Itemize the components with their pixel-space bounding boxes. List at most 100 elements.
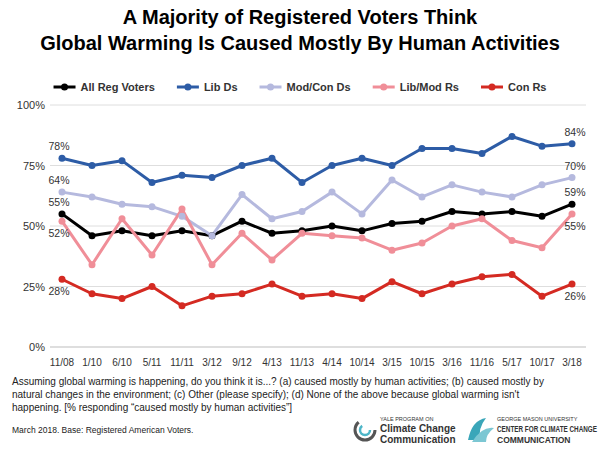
data-point — [509, 237, 516, 244]
data-point — [419, 239, 426, 246]
data-point — [59, 189, 66, 196]
x-tick-label: 11/08 — [50, 357, 75, 368]
x-tick-label: 11/13 — [290, 357, 315, 368]
y-tick-label: 0% — [29, 341, 45, 353]
legend-label: Con Rs — [508, 81, 547, 93]
data-point — [539, 293, 546, 300]
data-point — [149, 179, 156, 186]
data-point — [149, 232, 156, 239]
data-point — [179, 172, 186, 179]
data-point — [539, 213, 546, 220]
legend-marker — [61, 84, 68, 91]
logo-icon — [472, 428, 494, 442]
data-label: 26% — [564, 290, 585, 302]
data-label: 55% — [564, 220, 585, 232]
x-tick-label: 11/11 — [170, 357, 194, 368]
data-point — [179, 206, 186, 213]
data-point — [449, 223, 456, 230]
data-point — [569, 281, 576, 288]
data-point — [59, 276, 66, 283]
logo-text: COMMUNICATION — [497, 435, 571, 445]
data-point — [569, 201, 576, 208]
data-point — [209, 232, 216, 239]
legend-label: Lib Ds — [204, 81, 238, 93]
data-point — [389, 278, 396, 285]
data-point — [449, 208, 456, 215]
data-label: 84% — [564, 126, 585, 138]
data-point — [149, 283, 156, 290]
data-point — [59, 155, 66, 162]
data-label: 28% — [48, 285, 69, 297]
grid-line — [50, 347, 586, 348]
data-point — [509, 271, 516, 278]
data-point — [389, 247, 396, 254]
data-labels: 55%59%78%84%64%70%52%55%28%26% — [48, 126, 585, 302]
data-point — [329, 232, 336, 239]
logo-text: Communication — [380, 434, 456, 445]
legend: All Reg VotersLib DsMod/Con DsLib/Mod Rs… — [54, 81, 547, 93]
data-label: 55% — [48, 196, 69, 208]
data-point — [359, 295, 366, 302]
title: Global Warming Is Caused Mostly By Human… — [40, 32, 560, 54]
data-point — [149, 203, 156, 210]
legend-label: All Reg Voters — [81, 81, 155, 93]
data-point — [569, 140, 576, 147]
data-label: 64% — [48, 174, 69, 186]
footnote: happening. [% responding “caused mostly … — [12, 402, 292, 413]
x-tick-label: 5/11 — [143, 357, 162, 368]
data-point — [419, 145, 426, 152]
data-point — [449, 145, 456, 152]
data-point — [269, 281, 276, 288]
data-point — [509, 193, 516, 200]
data-point — [359, 210, 366, 217]
data-point — [479, 189, 486, 196]
data-point — [89, 162, 96, 169]
data-point — [179, 213, 186, 220]
chart: A Majority of Registered Voters ThinkGlo… — [0, 0, 600, 451]
logo-icon — [360, 425, 370, 435]
x-tick-label: 4/13 — [262, 357, 282, 368]
x-tick-label: 3/16 — [442, 357, 462, 368]
x-tick-label: 4/14 — [322, 357, 342, 368]
data-point — [239, 191, 246, 198]
logo-text: Climate Change — [380, 423, 456, 434]
data-point — [299, 179, 306, 186]
logos: YALE PROGRAM ONClimate ChangeCommunicati… — [355, 416, 597, 445]
data-point — [329, 290, 336, 297]
source: March 2018. Base: Registered American Vo… — [12, 425, 193, 435]
data-point — [179, 302, 186, 309]
x-tick-label: 1/10 — [82, 357, 102, 368]
data-point — [239, 230, 246, 237]
data-point — [119, 295, 126, 302]
logo-icon — [355, 420, 375, 440]
data-point — [119, 157, 126, 164]
plot-area — [59, 133, 576, 309]
data-point — [269, 230, 276, 237]
footnote: natural changes in the environment; (c) … — [12, 389, 519, 400]
data-point — [119, 227, 126, 234]
data-point — [449, 181, 456, 188]
data-point — [479, 215, 486, 222]
data-point — [269, 256, 276, 263]
data-point — [419, 218, 426, 225]
data-point — [239, 218, 246, 225]
data-point — [569, 174, 576, 181]
data-point — [59, 218, 66, 225]
data-point — [359, 155, 366, 162]
legend-marker — [267, 84, 274, 91]
data-label: 59% — [564, 186, 585, 198]
data-point — [269, 215, 276, 222]
data-point — [119, 215, 126, 222]
legend-label: Mod/Con Ds — [287, 81, 351, 93]
data-point — [389, 220, 396, 227]
data-point — [359, 227, 366, 234]
data-point — [269, 155, 276, 162]
logo-text: CENTER FOR CLIMATE CHANGE — [497, 424, 597, 434]
data-label: 78% — [48, 140, 69, 152]
data-point — [239, 290, 246, 297]
legend-marker — [380, 84, 387, 91]
series-line — [62, 136, 572, 182]
x-tick-label: 10/15 — [409, 357, 434, 368]
data-point — [509, 133, 516, 140]
data-point — [389, 162, 396, 169]
